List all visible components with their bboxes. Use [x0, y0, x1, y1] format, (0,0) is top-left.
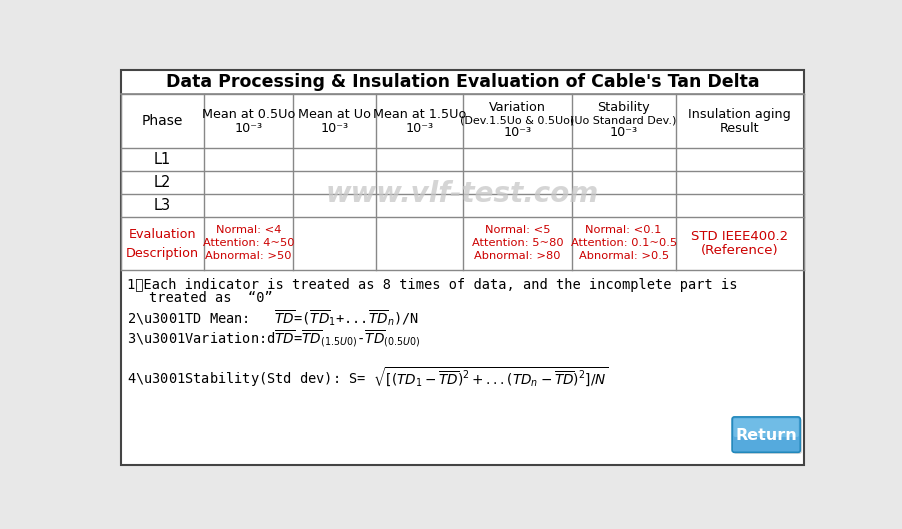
Text: Normal: <0.1: Normal: <0.1 — [584, 225, 661, 235]
FancyBboxPatch shape — [732, 418, 801, 454]
Text: Insulation aging: Insulation aging — [687, 108, 790, 121]
Text: L2: L2 — [153, 175, 171, 190]
Text: Abnormal: >0.5: Abnormal: >0.5 — [578, 251, 667, 261]
Text: Abnormal: >80: Abnormal: >80 — [474, 251, 560, 261]
Text: Result: Result — [719, 122, 759, 135]
Text: Attention: 5~80: Attention: 5~80 — [471, 238, 563, 248]
Text: 10⁻³: 10⁻³ — [609, 126, 637, 139]
Text: Mean at 0.5Uo: Mean at 0.5Uo — [201, 108, 295, 121]
Text: Normal: <5: Normal: <5 — [484, 225, 549, 235]
Text: Attention: 0.1~0.5: Attention: 0.1~0.5 — [570, 238, 676, 248]
Text: 4\u3001Stability(Std dev): S= $\sqrt{[(TD_1-\overline{TD})^2+...(TD_n-\overline{: 4\u3001Stability(Std dev): S= $\sqrt{[(T… — [126, 366, 608, 389]
Text: Mean at 1.5Uo: Mean at 1.5Uo — [373, 108, 466, 121]
Text: Evaluation
Description: Evaluation Description — [125, 227, 198, 260]
Text: Attention: 4~50: Attention: 4~50 — [203, 238, 294, 248]
Text: 10⁻³: 10⁻³ — [405, 122, 433, 135]
Text: 1、Each indicator is treated as 8 times of data, and the incomplete part is: 1、Each indicator is treated as 8 times o… — [126, 278, 737, 291]
Text: (Reference): (Reference) — [700, 244, 778, 257]
Text: Return: Return — [734, 428, 796, 443]
Text: www.vlf-test.com: www.vlf-test.com — [326, 180, 598, 208]
FancyBboxPatch shape — [732, 418, 798, 437]
Text: 2\u3001TD Mean:   $\overline{TD}$=($\overline{TD}_1$+...$\overline{TD}_n$)/N: 2\u3001TD Mean: $\overline{TD}$=($\overl… — [126, 308, 419, 328]
Text: treated as  “0”: treated as “0” — [148, 290, 272, 305]
Text: L1: L1 — [153, 152, 170, 167]
Text: 10⁻³: 10⁻³ — [235, 122, 262, 135]
FancyBboxPatch shape — [732, 417, 799, 452]
Text: Variation: Variation — [488, 101, 546, 114]
Text: (Uo Standard Dev.): (Uo Standard Dev.) — [570, 115, 676, 125]
Text: 10⁻³: 10⁻³ — [502, 126, 531, 139]
FancyBboxPatch shape — [121, 70, 804, 464]
Text: Phase: Phase — [142, 114, 183, 128]
Text: Mean at Uo: Mean at Uo — [298, 108, 371, 121]
Text: 3\u3001Variation:d$\overline{TD}$=$\overline{TD}_{(1.5U0)}$-$\overline{TD}_{(0.5: 3\u3001Variation:d$\overline{TD}$=$\over… — [126, 329, 420, 350]
Text: Data Processing & Insulation Evaluation of Cable's Tan Delta: Data Processing & Insulation Evaluation … — [165, 73, 759, 91]
Text: (Dev.1.5Uo & 0.5Uo): (Dev.1.5Uo & 0.5Uo) — [460, 115, 574, 125]
Text: Normal: <4: Normal: <4 — [216, 225, 281, 235]
Text: 10⁻³: 10⁻³ — [320, 122, 348, 135]
Text: L3: L3 — [153, 198, 170, 213]
Text: Abnormal: >50: Abnormal: >50 — [205, 251, 291, 261]
Text: STD IEEE400.2: STD IEEE400.2 — [691, 230, 787, 243]
Text: Stability: Stability — [596, 101, 649, 114]
